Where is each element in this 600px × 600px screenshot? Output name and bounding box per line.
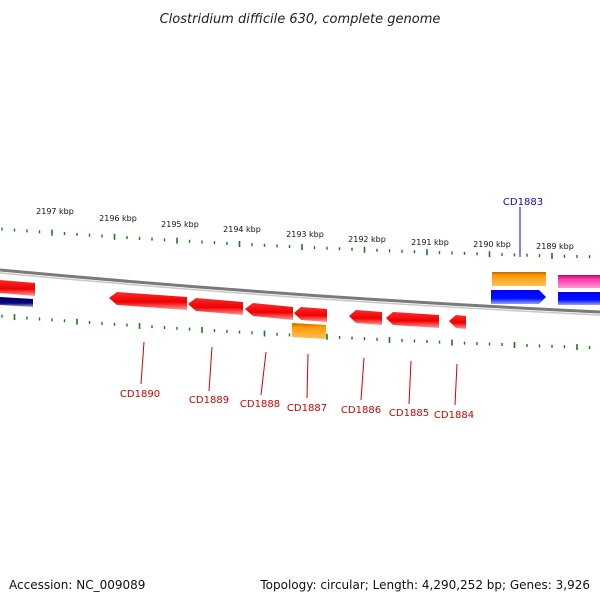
gene-cd1888[interactable]: [245, 303, 293, 320]
kbp-label: 2196 kbp: [99, 214, 137, 223]
leader-line-cd1887: [306, 353, 309, 399]
accession-text: Accession: NC_009089: [9, 578, 146, 592]
kbp-label: 2197 kbp: [36, 207, 74, 216]
gene-cd1886[interactable]: [349, 310, 382, 325]
gene-navy-edge[interactable]: [0, 297, 33, 307]
kbp-label: 2192 kbp: [348, 235, 386, 244]
gene-label-cd1887[interactable]: CD1887: [287, 403, 327, 414]
gene-cd1890[interactable]: [109, 292, 187, 310]
gene-cd1884[interactable]: [449, 315, 466, 329]
gene-cd1885[interactable]: [386, 312, 439, 328]
leader-line-cd1886: [360, 357, 365, 401]
gene-cd1883[interactable]: [492, 272, 546, 286]
gene-red-edge[interactable]: [0, 280, 35, 296]
topology-text: Topology: circular; Length: 4,290,252 bp…: [260, 578, 590, 592]
genome-backbone-shadow: [0, 272, 600, 316]
gene-label-cd1890[interactable]: CD1890: [120, 389, 160, 400]
gene-label-cd1886[interactable]: CD1886: [341, 405, 381, 416]
kbp-label: 2190 kbp: [473, 240, 511, 249]
gene-blue-forward[interactable]: [491, 290, 546, 304]
leader-line-cd1884: [454, 363, 458, 406]
map-title: Clostridium difficile 630, complete geno…: [160, 12, 441, 27]
gene-cd1889[interactable]: [188, 298, 243, 315]
gene-label-cd1888[interactable]: CD1888: [240, 399, 280, 410]
kbp-label: 2191 kbp: [411, 238, 449, 247]
gene-label-cd1889[interactable]: CD1889: [189, 395, 229, 406]
leader-line-cd1888: [260, 351, 267, 396]
leader-line-cd1885: [408, 360, 412, 405]
gene-forward-magenta[interactable]: [558, 275, 600, 288]
outer-tick-row: [1, 227, 591, 259]
gene-cd1887-red[interactable]: [294, 307, 327, 322]
genome-backbone: [0, 268, 600, 314]
kbp-label: 2194 kbp: [223, 225, 261, 234]
gene-label-cd1885[interactable]: CD1885: [389, 408, 429, 419]
gene-label-cd1884[interactable]: CD1884: [434, 410, 474, 421]
leader-line-cd1889: [208, 346, 213, 392]
gene-blue-forward-edge[interactable]: [558, 292, 600, 305]
leader-line-cd1890: [140, 341, 145, 385]
kbp-label: 2189 kbp: [536, 242, 574, 251]
gene-label-cd1883[interactable]: CD1883: [503, 197, 543, 208]
kbp-label: 2195 kbp: [161, 220, 199, 229]
kbp-label: 2193 kbp: [286, 230, 324, 239]
gene-cd1887-orange[interactable]: [292, 323, 326, 339]
